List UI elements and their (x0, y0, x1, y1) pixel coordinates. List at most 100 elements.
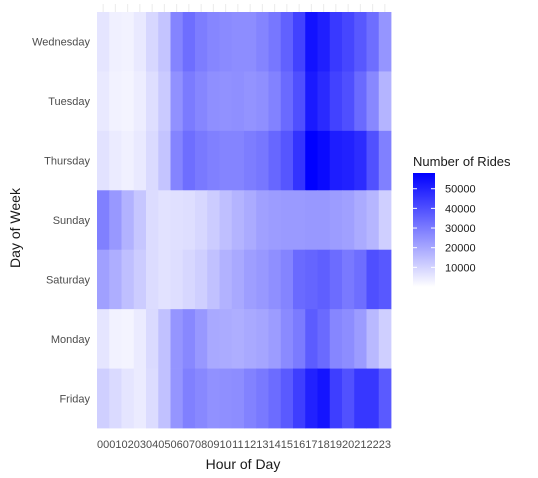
heatmap-cell (293, 71, 306, 132)
heatmap-cell (97, 309, 110, 369)
heatmap-cell (146, 309, 159, 369)
heatmap-cell (280, 12, 294, 72)
heatmap-cell (219, 309, 233, 369)
heatmap-cell (231, 71, 245, 132)
y-tick-label: Saturday (46, 274, 91, 286)
heatmap-cell (133, 190, 147, 251)
heatmap-cell (256, 71, 269, 132)
heatmap-cell (305, 249, 318, 310)
x-tick-label: 09 (207, 439, 219, 451)
y-axis-ticks: Wednesday Tuesday Thursday Sunday Saturday Mo… (32, 37, 90, 406)
y-tick-label: Monday (51, 334, 91, 346)
heatmap-cell (195, 309, 208, 369)
heatmap-cell (317, 130, 331, 191)
heatmap-cell (280, 190, 294, 251)
heatmap-cell (97, 190, 110, 251)
heatmap-cell (342, 309, 355, 369)
heatmap-cell (121, 12, 135, 72)
heatmap-cell (195, 130, 208, 191)
heatmap-cell (378, 12, 392, 72)
heatmap-cell (182, 249, 196, 310)
heatmap-cell (231, 130, 245, 191)
y-tick-label: Wednesday (32, 37, 90, 49)
heatmap-cell (366, 190, 380, 251)
heatmap-cell (219, 368, 233, 429)
heatmap-tiles (97, 12, 392, 429)
heatmap-cell (268, 368, 282, 429)
heatmap-cell (317, 368, 331, 429)
heatmap-cell (207, 309, 220, 369)
heatmap-cell (293, 130, 306, 191)
heatmap-cell (109, 309, 122, 369)
heatmap-cell (244, 309, 257, 369)
heatmap-cell (146, 249, 159, 310)
heatmap-cell (97, 71, 110, 132)
x-tick-label: 19 (330, 439, 342, 451)
heatmap-cell (342, 368, 355, 429)
x-tick-label: 21 (354, 439, 366, 451)
y-axis-title: Day of Week (7, 187, 23, 268)
heatmap-cell (354, 249, 367, 310)
heatmap-cell (195, 368, 208, 429)
legend-color-bar (413, 173, 435, 287)
heatmap-cell (329, 71, 343, 132)
heatmap-cell (170, 368, 184, 429)
heatmap-cell (244, 190, 257, 251)
heatmap-cell (354, 71, 367, 132)
heatmap-cell (244, 12, 257, 72)
heatmap-cell (354, 12, 367, 72)
heatmap-cell (97, 249, 110, 310)
heatmap-cell (329, 368, 343, 429)
heatmap-cell (207, 12, 220, 72)
legend-title: Number of Rides (413, 154, 511, 169)
heatmap-cell (133, 71, 147, 132)
heatmap-cell (109, 12, 122, 72)
heatmap-cell (244, 368, 257, 429)
x-tick-label: 18 (318, 439, 330, 451)
heatmap-cell (97, 130, 110, 191)
heatmap-cell (121, 249, 135, 310)
heatmap-cell (182, 190, 196, 251)
heatmap-cell (121, 368, 135, 429)
heatmap-cell (329, 130, 343, 191)
heatmap-cell (293, 190, 306, 251)
x-tick-label: 06 (171, 439, 183, 451)
heatmap-cell (317, 190, 331, 251)
heatmap-cell (280, 130, 294, 191)
heatmap-cell (158, 130, 171, 191)
x-tick-label: 15 (281, 439, 293, 451)
heatmap-cell (146, 12, 159, 72)
heatmap-cell (280, 368, 294, 429)
x-tick-label: 08 (195, 439, 207, 451)
heatmap-cell (146, 71, 159, 132)
heatmap-cell (378, 71, 392, 132)
heatmap-cell (378, 309, 392, 369)
x-tick-label: 03 (134, 439, 146, 451)
x-tick-label: 01 (109, 439, 121, 451)
legend-tick-label: 20000 (445, 243, 476, 255)
heatmap-cell (109, 71, 122, 132)
heatmap-cell (219, 190, 233, 251)
y-tick-label: Sunday (53, 215, 91, 227)
heatmap-cell (121, 130, 135, 191)
heatmap-cell (182, 12, 196, 72)
heatmap-cell (109, 249, 122, 310)
heatmap-cell (231, 309, 245, 369)
heatmap-cell (170, 71, 184, 132)
heatmap-cell (268, 130, 282, 191)
heatmap-cell (268, 249, 282, 310)
x-tick-label: 07 (183, 439, 195, 451)
heatmap-cell (317, 249, 331, 310)
heatmap-cell (329, 190, 343, 251)
heatmap-cell (317, 309, 331, 369)
x-tick-label: 23 (379, 439, 391, 451)
heatmap-cell (170, 12, 184, 72)
heatmap-cell (133, 249, 147, 310)
heatmap-cell (146, 190, 159, 251)
heatmap-cell (280, 249, 294, 310)
heatmap-cell (366, 12, 380, 72)
heatmap-cell (195, 190, 208, 251)
heatmap-cell (219, 12, 233, 72)
heatmap-cell (366, 71, 380, 132)
heatmap-cell (342, 12, 355, 72)
